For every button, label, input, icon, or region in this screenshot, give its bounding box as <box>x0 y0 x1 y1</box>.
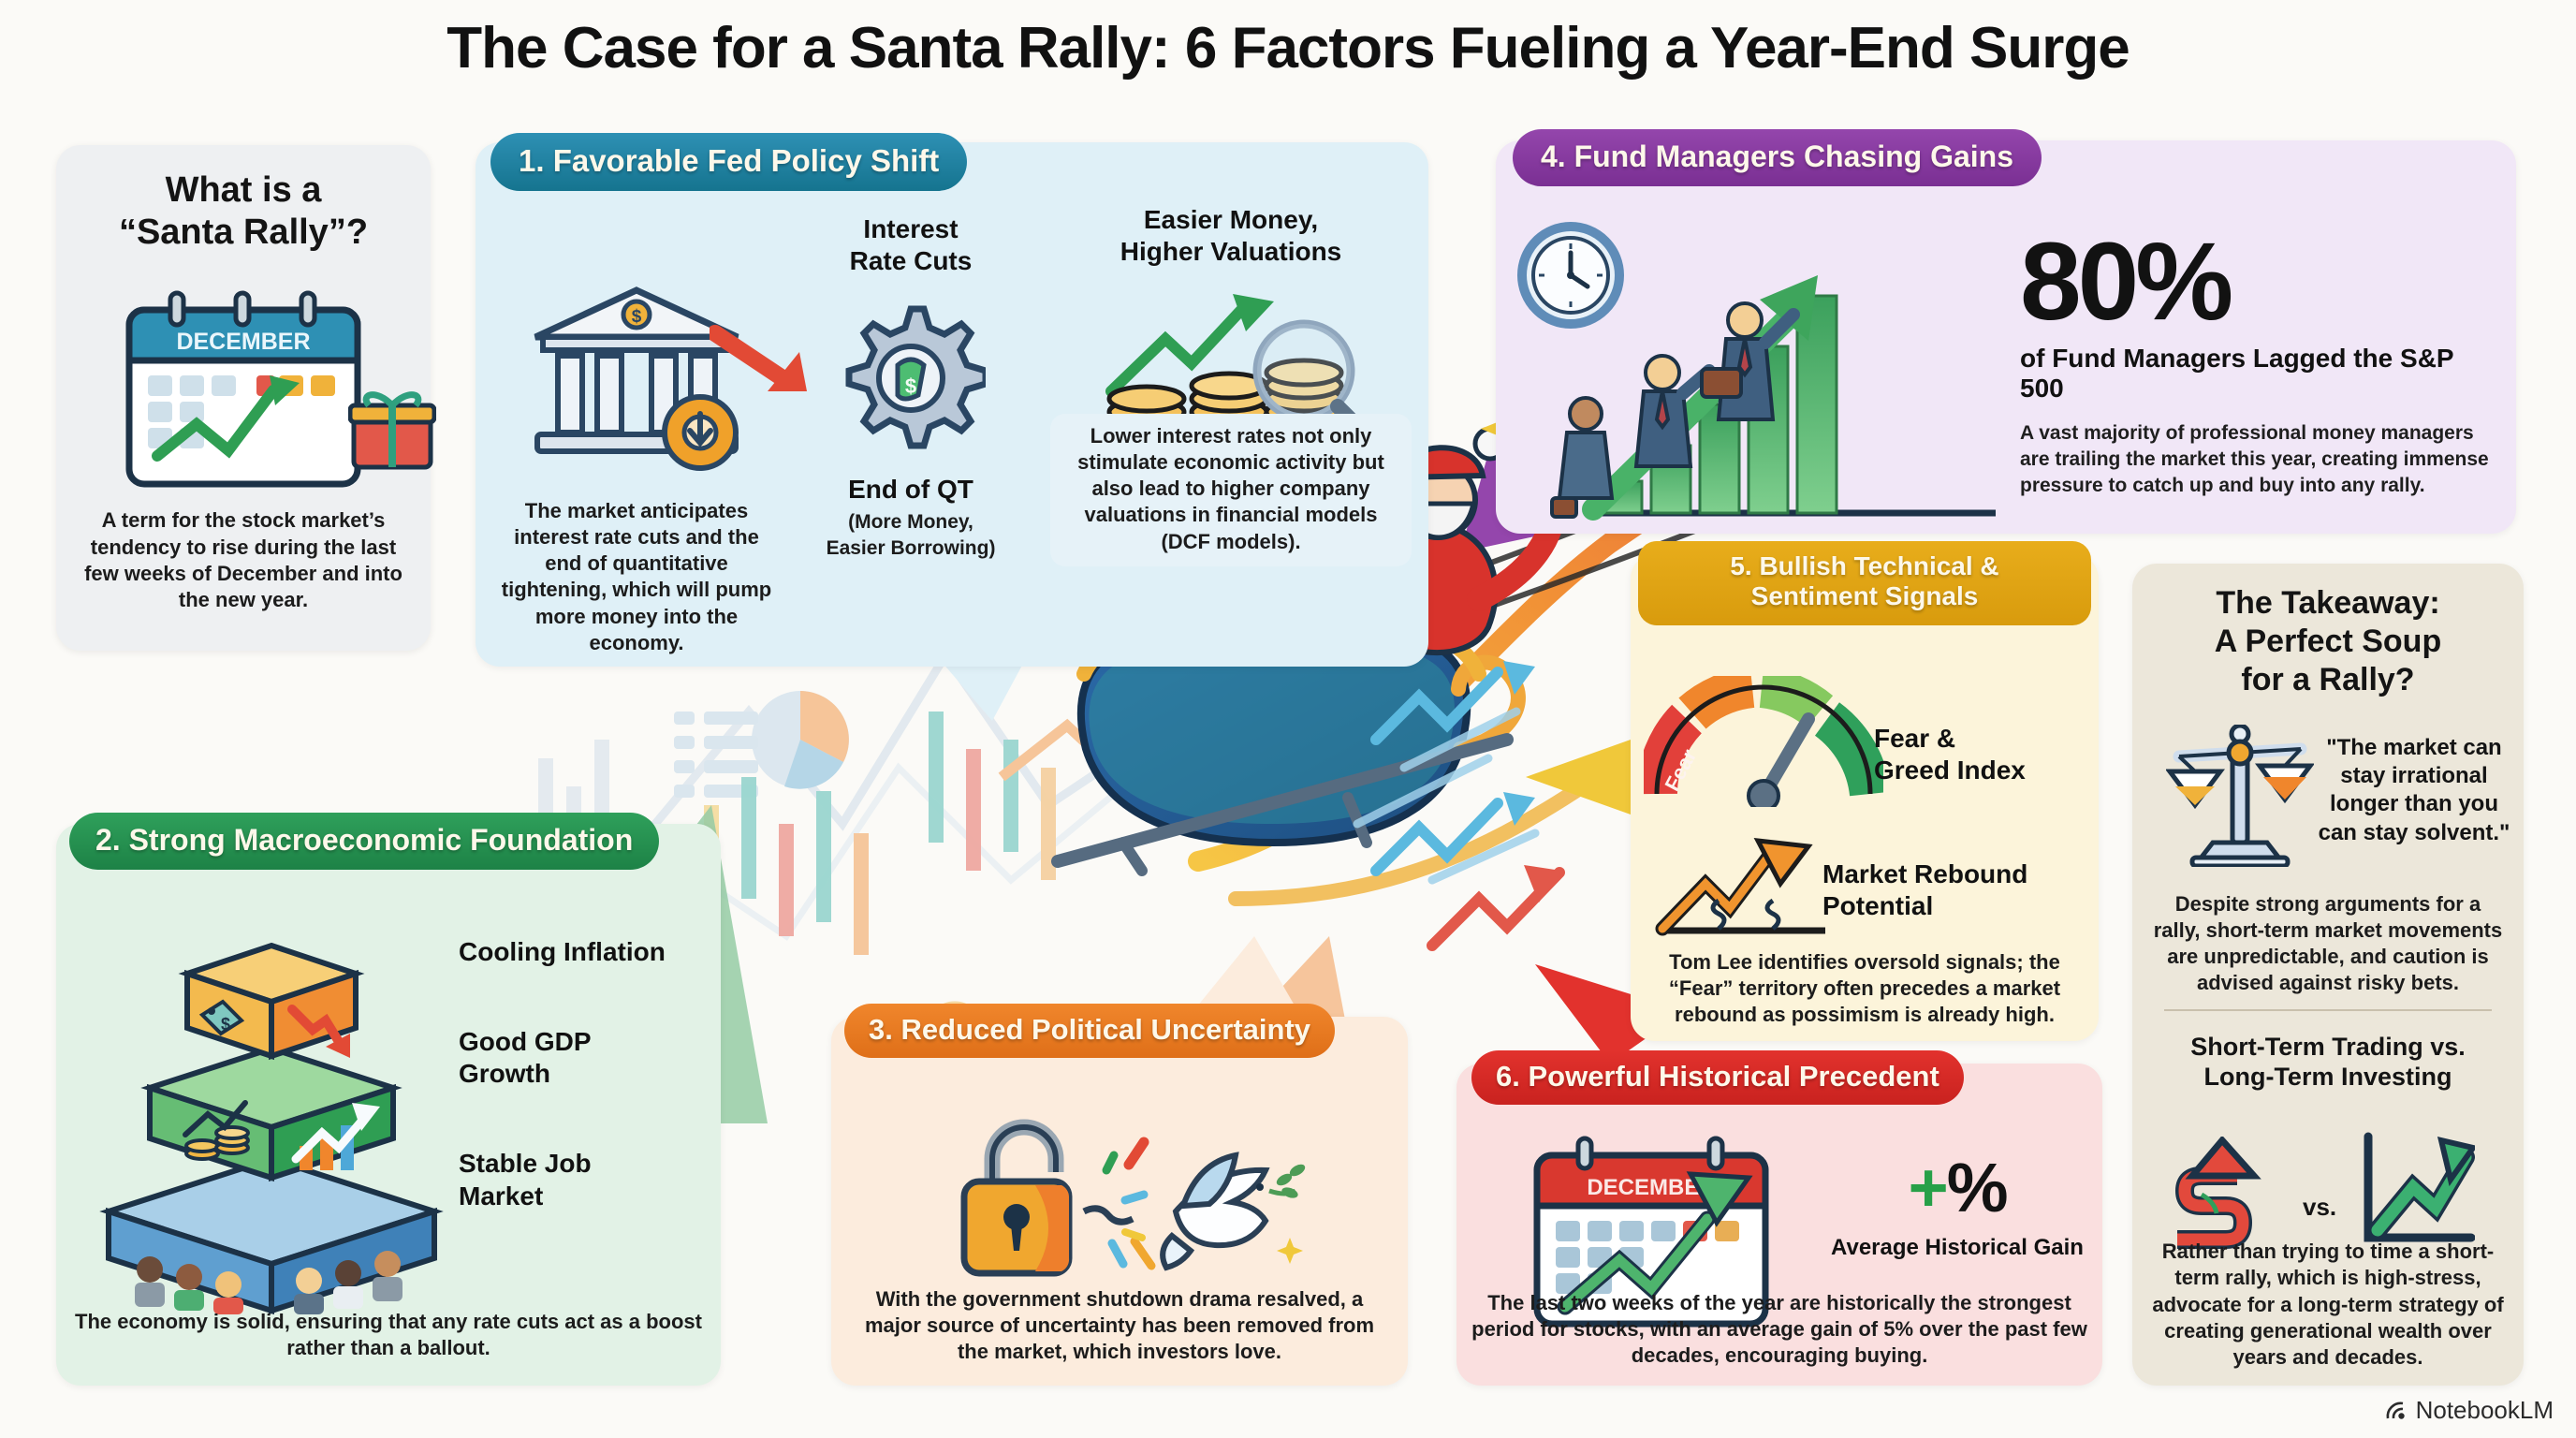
watermark-label: NotebookLM <box>2415 1396 2554 1424</box>
gift-icon <box>348 391 436 470</box>
historical-stat-block: +% Average Historical Gain <box>1822 1153 2093 1262</box>
market-rebound-label: Market Rebound Potential <box>1822 859 2028 921</box>
fund-managers-pill-label: 4. Fund Managers Chasing Gains <box>1513 129 2042 187</box>
macro-foundation-pill-label: 2. Strong Macroeconomic Foundation <box>69 813 660 871</box>
political-body-text: With the government shutdown drama resal… <box>864 1286 1375 1363</box>
card-fed-policy: 1. Favorable Fed Policy Shift $ The mark… <box>476 133 1428 667</box>
definition-body-text: A term for the stock market’s tendency t… <box>84 508 402 611</box>
macro-labels: Cooling Inflation Good GDP Growth Stable… <box>459 936 693 1270</box>
fear-greed-gauge-icon: Fear <box>1644 676 1883 807</box>
notebooklm-watermark: NotebookLM <box>2382 1396 2554 1425</box>
fed-valuations-note: Lower interest rates not only stimulate … <box>1050 414 1412 566</box>
takeaway-heading: The Takeaway: A Perfect Soup for a Rally… <box>2214 585 2442 697</box>
padlock-dove-icon <box>960 1119 1306 1277</box>
market-rebound-icon <box>1655 837 1825 936</box>
card-takeaway: The Takeaway: A Perfect Soup for a Rally… <box>2132 564 2524 1386</box>
card-technical-signals: 5. Bullish Technical & Sentiment Signals… <box>1631 541 2099 1041</box>
macro-body-text: The economy is solid, ensuring that any … <box>75 1309 702 1359</box>
svg-text:$: $ <box>905 374 916 398</box>
svg-text:$: $ <box>632 307 642 327</box>
managers-climbing-chart-icon <box>1517 222 1996 521</box>
takeaway-body-text: Despite strong arguments for a rally, sh… <box>2153 892 2503 995</box>
end-of-qt-sublabel: (More Money, Easier Borrowing) <box>826 511 996 559</box>
long-term-growth-icon <box>2364 1132 2475 1242</box>
card-macro-foundation: 2. Strong Macroeconomic Foundation <box>56 813 721 1386</box>
fund-managers-body-text: A vast majority of professional money ma… <box>2020 422 2489 496</box>
takeaway-sub-heading: Short-Term Trading vs. Long-Term Investi… <box>2190 1033 2466 1092</box>
divider <box>2164 1009 2492 1011</box>
historical-precedent-pill-label: 6. Powerful Historical Precedent <box>1471 1050 1964 1105</box>
definition-heading: What is a “Santa Rally”? <box>118 170 369 252</box>
fund-managers-big-stat: 80% <box>2020 220 2233 344</box>
clock-icon <box>1517 222 1624 329</box>
historical-stat-caption: Average Historical Gain <box>1831 1235 2084 1260</box>
takeaway-closing-text: Rather than trying to time a short-term … <box>2152 1240 2504 1369</box>
isometric-pyramid-icon: $ <box>99 942 444 1315</box>
notebooklm-logo-icon <box>2386 1401 2405 1419</box>
card-historical-precedent: 6. Powerful Historical Precedent DECEMBE… <box>1456 1050 2102 1386</box>
card-fund-managers: 4. Fund Managers Chasing Gains <box>1496 129 2516 534</box>
december-calendar-icon: DECEMBER <box>125 290 361 488</box>
technical-signals-pill-label: 5. Bullish Technical & Sentiment Signals <box>1638 541 2091 625</box>
short-vs-long-term-icon <box>2175 1137 2261 1249</box>
bank-icon: $ <box>534 286 739 471</box>
december-gain-calendar-icon: DECEMBER <box>1533 1136 1769 1328</box>
end-of-qt-label: End of QT <box>848 475 973 505</box>
fed-valuations-body-text: Lower interest rates not only stimulate … <box>1077 424 1384 553</box>
easier-money-heading: Easier Money, Higher Valuations <box>1120 205 1342 267</box>
macro-label-gdp-growth: Good GDP Growth <box>459 1027 592 1089</box>
fear-greed-index-label: Fear & Greed Index <box>1874 724 2026 785</box>
technical-signals-body-text: Tom Lee identifies oversold signals; the… <box>1668 949 2061 1026</box>
down-arrow-icon <box>710 325 807 391</box>
historical-stat-plus: + <box>1908 1149 1948 1226</box>
macro-label-job-market: Stable Job Market <box>459 1149 592 1211</box>
gear-money-icon: $ <box>845 305 986 449</box>
takeaway-quote: "The market can stay irrational longer t… <box>2318 735 2510 845</box>
card-santa-rally-definition: What is a “Santa Rally”? DECEMBER A term… <box>56 145 436 651</box>
fund-managers-stat-caption: of Fund Managers Lagged the S&P 500 <box>2020 344 2454 404</box>
page-title: The Case for a Santa Rally: 6 Factors Fu… <box>446 16 2130 81</box>
card-political-uncertainty: 3. Reduced Political Uncertainty <box>831 1004 1408 1386</box>
svg-text:$: $ <box>221 1015 230 1034</box>
historical-body-text: The last two weeks of the year are histo… <box>1471 1290 2087 1367</box>
balance-scale-icon <box>2166 725 2314 867</box>
macro-label-cooling-inflation: Cooling Inflation <box>459 937 666 966</box>
fund-managers-stat-block: 80% of Fund Managers Lagged the S&P 500 … <box>2020 220 2499 498</box>
calendar-month-text: DECEMBER <box>176 329 310 355</box>
interest-rate-cuts-label: Interest Rate Cuts <box>849 214 973 276</box>
vs-label: vs. <box>2303 1193 2337 1221</box>
fed-body-text: The market anticipates interest rate cut… <box>501 499 772 654</box>
political-uncertainty-pill-label: 3. Reduced Political Uncertainty <box>844 1004 1336 1058</box>
fed-policy-pill-label: 1. Favorable Fed Policy Shift <box>490 133 968 192</box>
historical-stat-percent: % <box>1946 1149 2009 1226</box>
